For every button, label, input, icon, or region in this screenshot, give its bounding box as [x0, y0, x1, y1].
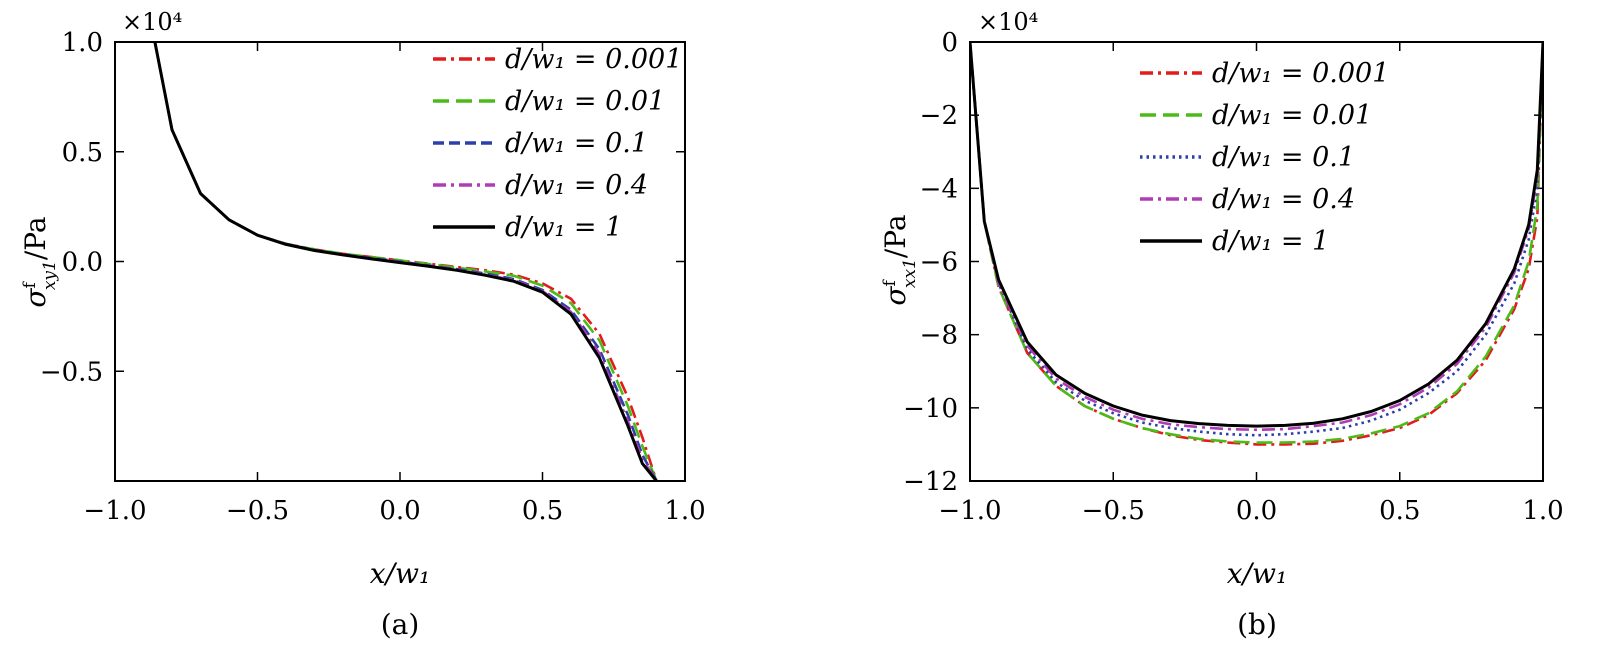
panel-a-ylabel-base: σ [19, 288, 52, 308]
panel-b-series-line-2 [970, 42, 1543, 437]
panel-b-ylabel-sup: f [880, 278, 900, 286]
panel-a-ytick-label: 0.0 [62, 248, 103, 278]
panel-b-ytick-label: 0 [941, 28, 958, 58]
panel-b-ytick-label: −6 [920, 248, 958, 278]
panel-b-legend-label-4: d/w₁ = 1 [1212, 226, 1329, 257]
panel-a-caption: (a) [381, 608, 420, 641]
panel-a-legend-label-2: d/w₁ = 0.1 [505, 128, 648, 159]
panel-b-ytick-label: −8 [920, 321, 958, 351]
panel-b: ×10⁴ (b) x/w₁ σfxx1/Pa −1.0 −0.5 0.0 0.5 1.0… [879, 8, 1564, 641]
panel-a-ytick-label: 0.5 [62, 138, 103, 168]
panel-a-ylabel-unit: /Pa [19, 216, 52, 260]
panel-a-series-line-4 [153, 42, 658, 481]
panel-b-xtick-label: 0.0 [1236, 496, 1277, 526]
panel-a-multiplier: ×10⁴ [122, 8, 182, 36]
panel-b-ytick-label: −2 [920, 101, 958, 131]
panel-a: ×10⁴ (a) x/w₁ σfxy1/Pa −1.0 −0.5 0.0 0.5 1.0… [19, 8, 706, 641]
panel-b-series-line-1 [970, 42, 1543, 444]
svg-text:σfxx1/Pa: σfxx1/Pa [879, 214, 920, 305]
panel-b-caption: (b) [1237, 608, 1277, 641]
panel-a-series-line-0 [153, 42, 658, 481]
panel-a-xtick-label: 1.0 [664, 496, 705, 526]
panel-a-ytick-label: 1.0 [62, 28, 103, 58]
panel-b-multiplier: ×10⁴ [978, 8, 1038, 36]
panel-a-legend-label-1: d/w₁ = 0.01 [505, 86, 665, 117]
svg-text:σfxy1/Pa: σfxy1/Pa [19, 216, 60, 307]
panel-a-xtick-label: 0.0 [379, 496, 420, 526]
panel-b-plot-frame [969, 41, 1544, 482]
panel-b-series-line-4 [970, 42, 1543, 428]
panel-a-ylabel: σfxy1/Pa [19, 216, 60, 307]
panel-b-xtick-label: −0.5 [1082, 496, 1145, 526]
panel-b-legend-label-3: d/w₁ = 0.4 [1212, 184, 1355, 215]
panel-a-legend-label-0: d/w₁ = 0.001 [505, 44, 682, 75]
panel-b-ylabel: σfxx1/Pa [879, 214, 920, 305]
panel-b-ylabel-base: σ [879, 286, 912, 306]
panel-a-legend-label-4: d/w₁ = 1 [505, 212, 622, 243]
panel-b-ytick-label: −4 [920, 174, 958, 204]
panel-b-ylabel-sub: xx1 [900, 258, 920, 288]
panel-a-ytick-label: −0.5 [40, 357, 103, 387]
panel-b-legend-label-2: d/w₁ = 0.1 [1212, 142, 1355, 173]
panel-b-legend: d/w₁ = 0.001 d/w₁ = 0.01 d/w₁ = 0.1 d/w₁ = … [1140, 58, 1389, 257]
panel-b-ytick-label: −12 [903, 467, 958, 497]
panel-b-xtick-label: 0.5 [1379, 496, 1420, 526]
panel-b-legend-label-1: d/w₁ = 0.01 [1212, 100, 1372, 131]
panel-a-legend: d/w₁ = 0.001 d/w₁ = 0.01 d/w₁ = 0.1 d/w₁ = … [433, 44, 682, 243]
panel-a-xlabel: x/w₁ [370, 557, 430, 590]
panel-b-legend-label-0: d/w₁ = 0.001 [1212, 58, 1389, 89]
panel-b-series-line-3 [970, 42, 1543, 432]
panel-b-xtick-label: 1.0 [1522, 496, 1563, 526]
panel-a-xtick-label: −0.5 [226, 496, 289, 526]
panel-a-xtick-label: −1.0 [83, 496, 146, 526]
panel-b-series-line-0 [970, 42, 1543, 446]
panel-a-legend-label-3: d/w₁ = 0.4 [505, 170, 648, 201]
panel-b-xtick-label: −1.0 [938, 496, 1001, 526]
panel-a-ylabel-sub: xy1 [40, 260, 60, 290]
panel-a-xtick-label: 0.5 [522, 496, 563, 526]
panel-b-ytick-label: −10 [903, 394, 958, 424]
panel-b-xlabel: x/w₁ [1227, 557, 1287, 590]
panel-b-ylabel-unit: /Pa [879, 214, 912, 258]
panel-a-plot-frame [114, 41, 686, 482]
panel-a-ylabel-sup: f [20, 280, 40, 288]
